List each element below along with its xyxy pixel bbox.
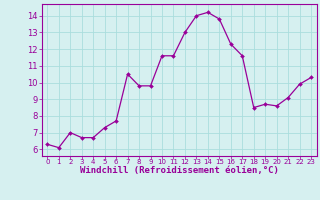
X-axis label: Windchill (Refroidissement éolien,°C): Windchill (Refroidissement éolien,°C) [80,166,279,175]
